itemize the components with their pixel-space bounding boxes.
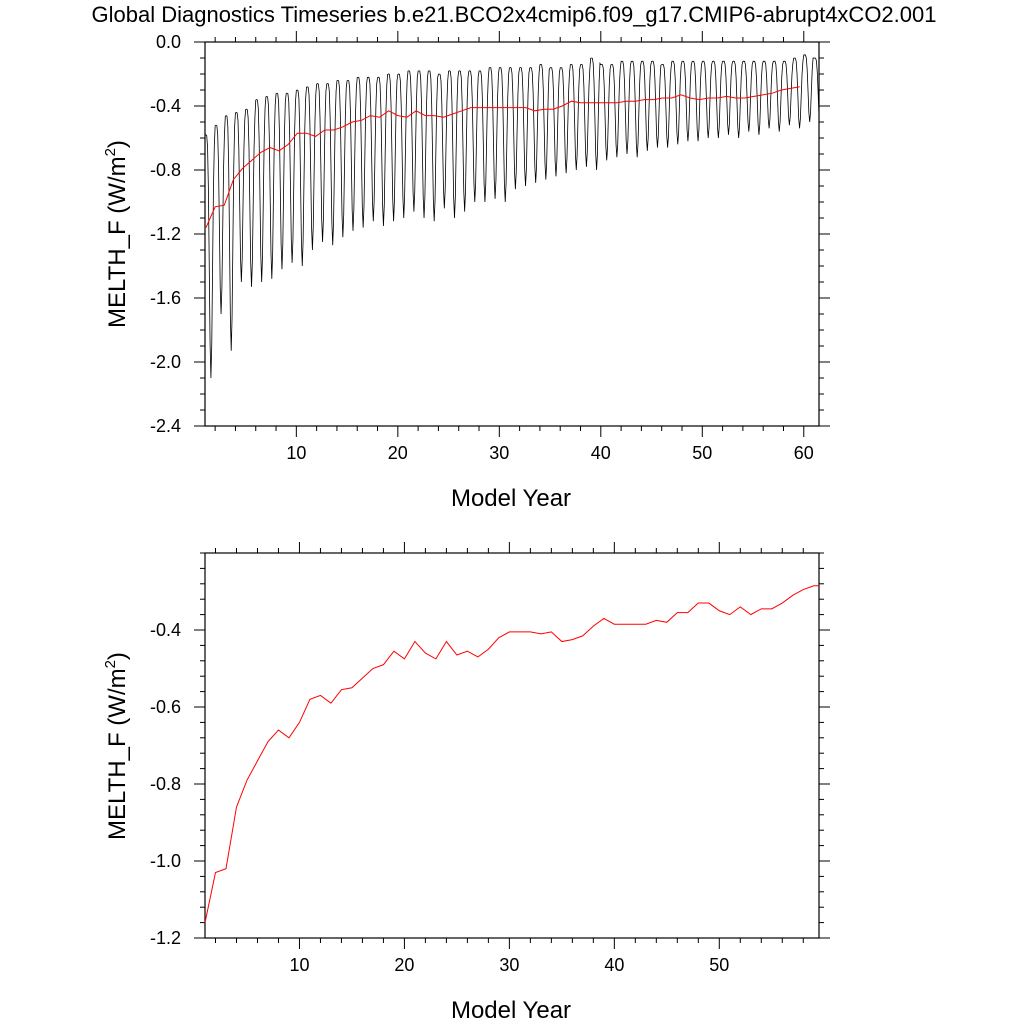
x-tick-label: 20: [394, 955, 414, 975]
y-tick-label: 0.0: [156, 32, 181, 52]
annual-mean-panel: 10 20 30 40 50 -0.4 -0.6 -0.8 -1.0 -1.2 MELTH_F (…: [102, 542, 830, 1024]
y-tick-label: -0.8: [150, 774, 181, 794]
y-tick-label: -2.4: [150, 416, 181, 436]
plot-frame: [204, 552, 820, 939]
x-tick-label: 50: [709, 955, 729, 975]
x-tick-label: 10: [286, 443, 306, 463]
annual-mean-series-line: [204, 585, 819, 923]
monthly-series-line: [204, 54, 820, 379]
ylabel-main: MELTH_F (W/m: [104, 156, 131, 328]
plot-area: 10 20 30 40 50 60 0.0 -0.4 -0.8 -1.2 -1.6 -2.0 -2.4: [150, 31, 830, 463]
x-tick-label: 60: [794, 443, 814, 463]
x-tick-label: 10: [289, 955, 309, 975]
xlabel: Model Year: [451, 997, 571, 1024]
x-tick-label: 50: [692, 443, 712, 463]
y-tick-label: -0.4: [150, 620, 181, 640]
monthly-timeseries-panel: 10 20 30 40 50 600.0-0.4-0.8-1.2-1.6-2.0-2.4 …: [102, 31, 830, 512]
x-tick-label: 20: [388, 443, 408, 463]
y-tick-label: -1.6: [150, 288, 181, 308]
annual-mean-series-line: [205, 86, 800, 228]
x-tick-label: 40: [604, 955, 624, 975]
xlabel: Model Year: [451, 485, 571, 512]
y-tick-label: -1.0: [150, 851, 181, 871]
x-tick-label: 30: [499, 955, 519, 975]
ylabel-superscript: 2: [102, 148, 119, 156]
y-tick-label: -1.2: [150, 224, 181, 244]
y-tick-label: -0.4: [150, 96, 181, 116]
y-tick-label: -0.8: [150, 160, 181, 180]
y-tick-label: -0.6: [150, 697, 181, 717]
ylabel: MELTH_F (W/m2): [102, 140, 131, 328]
plot-area: 10 20 30 40 50 -0.4 -0.6 -0.8 -1.0 -1.2: [150, 542, 830, 975]
ylabel-main: MELTH_F (W/m: [104, 668, 131, 840]
y-tick-label: -1.2: [150, 928, 181, 948]
ylabel-superscript: 2: [102, 660, 119, 668]
y-tick-label: -2.0: [150, 352, 181, 372]
ylabel-close: ): [104, 140, 131, 148]
figure-title: Global Diagnostics Timeseries b.e21.BCO2…: [92, 2, 937, 27]
x-tick-label: 40: [591, 443, 611, 463]
ylabel: MELTH_F (W/m2): [102, 652, 131, 840]
ylabel-close: ): [104, 652, 131, 660]
x-tick-label: 30: [489, 443, 509, 463]
